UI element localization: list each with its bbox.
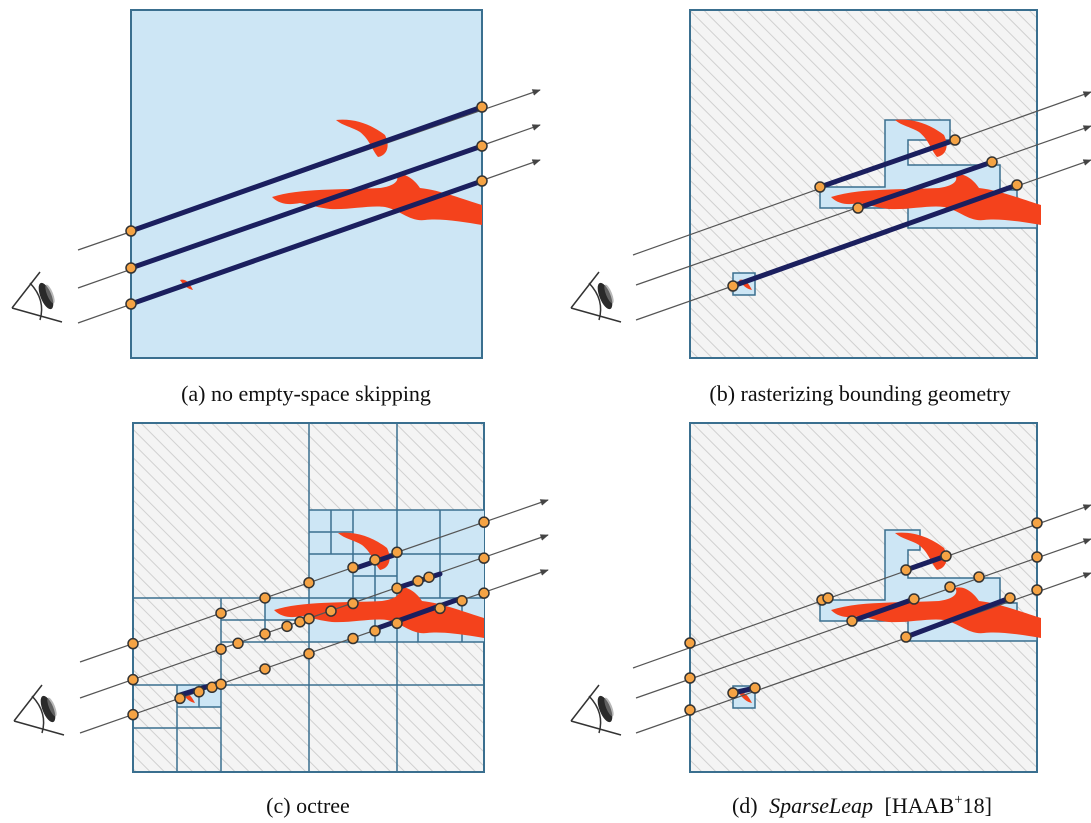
sample-point — [424, 572, 434, 582]
sample-point — [477, 102, 487, 112]
sample-point — [282, 621, 292, 631]
sample-point — [477, 141, 487, 151]
sample-point — [233, 638, 243, 648]
sample-point — [216, 608, 226, 618]
sample-point — [1032, 585, 1042, 595]
caption-citation: [HAAB — [885, 793, 955, 818]
sample-point — [370, 626, 380, 636]
sample-point — [941, 551, 951, 561]
sample-point — [304, 649, 314, 659]
sample-point — [413, 576, 423, 586]
sample-point — [728, 688, 738, 698]
sample-point — [175, 693, 185, 703]
panel-d — [571, 423, 1091, 772]
eye — [12, 272, 62, 322]
sample-point — [260, 629, 270, 639]
sample-point — [126, 263, 136, 273]
sample-point — [370, 555, 380, 565]
sample-point — [847, 616, 857, 626]
sample-point — [987, 157, 997, 167]
sample-point — [974, 572, 984, 582]
sample-point — [128, 639, 138, 649]
panel-b — [571, 10, 1091, 358]
sample-point — [128, 675, 138, 685]
sample-point — [435, 603, 445, 613]
sample-point — [1005, 593, 1015, 603]
sample-point — [1032, 552, 1042, 562]
sample-point — [326, 606, 336, 616]
sample-point — [901, 632, 911, 642]
sample-point — [1012, 180, 1022, 190]
sample-point — [479, 553, 489, 563]
sample-point — [901, 565, 911, 575]
sample-point — [304, 614, 314, 624]
sample-point — [909, 594, 919, 604]
eye — [571, 685, 621, 735]
sample-point — [216, 644, 226, 654]
sample-point — [392, 547, 402, 557]
caption-citation: 18] — [963, 793, 992, 818]
caption-superscript: + — [954, 792, 962, 808]
sample-point — [392, 583, 402, 593]
sample-point — [260, 593, 270, 603]
sample-point — [685, 638, 695, 648]
sample-point — [392, 618, 402, 628]
sample-point — [853, 203, 863, 213]
caption: (d) SparseLeap [HAAB+18] — [732, 792, 992, 818]
sample-point — [750, 683, 760, 693]
sample-point — [1032, 518, 1042, 528]
sample-point — [126, 299, 136, 309]
sample-point — [126, 226, 136, 236]
sample-point — [260, 664, 270, 674]
sample-point — [728, 281, 738, 291]
sample-point — [304, 578, 314, 588]
sample-point — [685, 673, 695, 683]
sample-point — [128, 710, 138, 720]
eye — [571, 272, 621, 322]
caption-label: (d) — [732, 793, 758, 818]
sample-point — [479, 517, 489, 527]
sample-point — [815, 182, 825, 192]
sample-point — [194, 687, 204, 697]
caption: (a) no empty-space skipping — [181, 381, 431, 406]
sample-point — [348, 563, 358, 573]
sample-point — [685, 705, 695, 715]
sample-point — [477, 176, 487, 186]
caption-method: SparseLeap — [769, 793, 873, 818]
volume-box — [131, 10, 482, 358]
panel-c — [14, 423, 548, 772]
sample-point — [479, 588, 489, 598]
sample-point — [945, 582, 955, 592]
sample-point — [348, 599, 358, 609]
sample-point — [950, 135, 960, 145]
sample-point — [823, 593, 833, 603]
sample-point — [216, 679, 226, 689]
sample-point — [457, 596, 467, 606]
caption: (b) rasterizing bounding geometry — [709, 381, 1010, 406]
sample-point — [348, 634, 358, 644]
eye — [14, 685, 64, 735]
caption: (c) octree — [266, 793, 350, 818]
panel-a — [12, 10, 540, 358]
figure: (a) no empty-space skipping (b) rasteriz… — [0, 0, 1091, 823]
